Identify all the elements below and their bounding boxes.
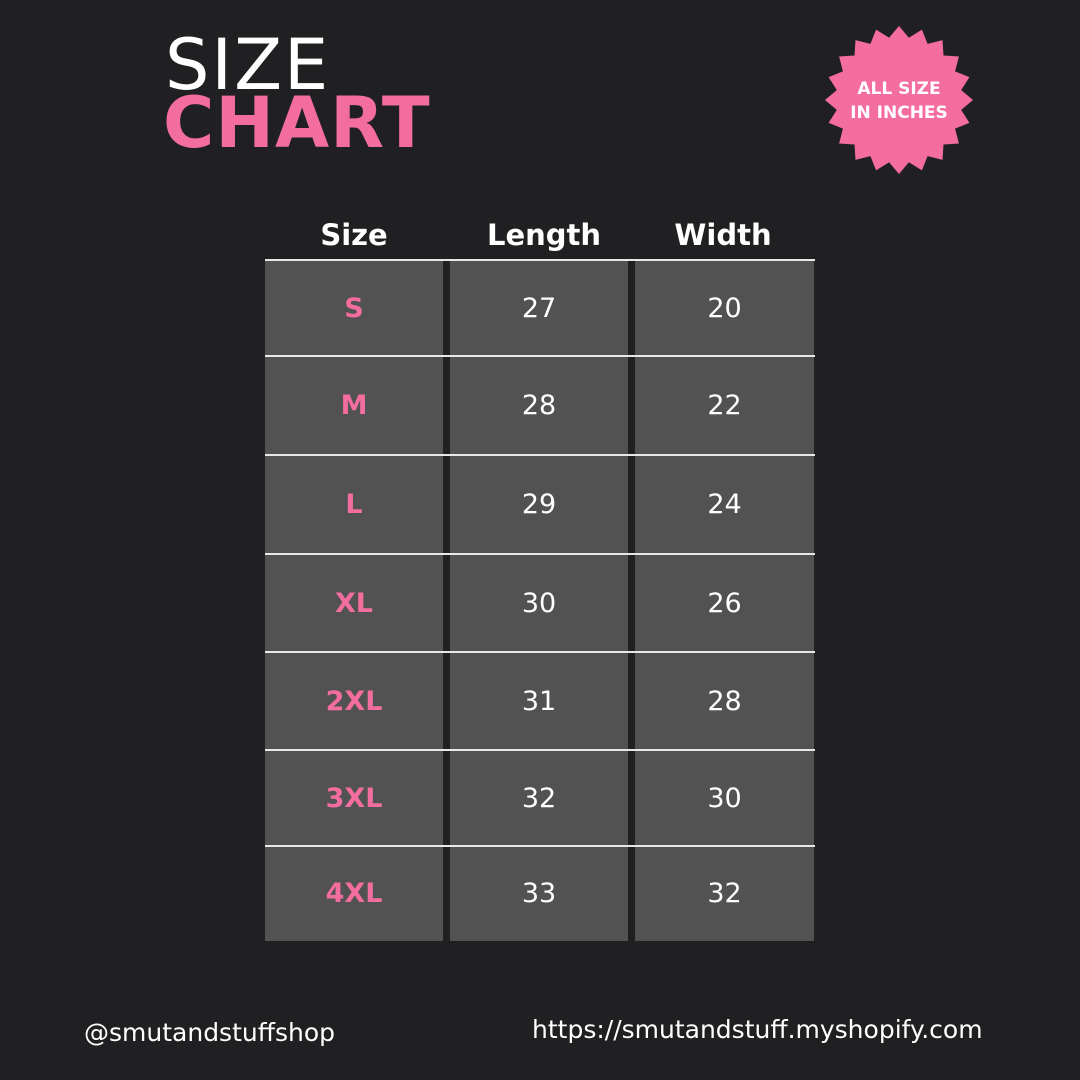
row-divider [265, 553, 815, 555]
cell-length: 29 [450, 455, 628, 554]
row-divider [265, 845, 815, 847]
row-divider [265, 454, 815, 456]
cell-width: 24 [635, 455, 814, 554]
cell-width: 32 [635, 846, 814, 941]
cell-size: L [265, 455, 443, 554]
cell-length: 32 [450, 750, 628, 846]
cell-size: 2XL [265, 652, 443, 750]
starburst-icon [825, 26, 973, 174]
cell-width: 22 [635, 356, 814, 455]
cell-width: 30 [635, 750, 814, 846]
header-size: Size [320, 218, 388, 252]
row-divider [265, 749, 815, 751]
cell-length: 31 [450, 652, 628, 750]
cell-length: 33 [450, 846, 628, 941]
cell-width: 28 [635, 652, 814, 750]
footer-handle: @smutandstuffshop [84, 1018, 335, 1047]
footer-url: https://smutandstuff.myshopify.com [532, 1015, 983, 1044]
cell-size: 4XL [265, 846, 443, 941]
cell-width: 26 [635, 554, 814, 652]
cell-length: 28 [450, 356, 628, 455]
cell-length: 30 [450, 554, 628, 652]
title-line-1: SIZE [165, 24, 331, 106]
badge-line-1: ALL SIZE [857, 79, 941, 99]
inches-badge: ALL SIZE IN INCHES [824, 25, 974, 175]
header-length: Length [486, 218, 602, 252]
cell-size: 3XL [265, 750, 443, 846]
badge-line-2: IN INCHES [850, 103, 948, 123]
cell-width: 20 [635, 260, 814, 356]
row-divider [265, 355, 815, 357]
cell-length: 27 [450, 260, 628, 356]
cell-size: XL [265, 554, 443, 652]
cell-size: M [265, 356, 443, 455]
row-divider [265, 651, 815, 653]
row-divider [265, 259, 815, 261]
title-line-2: CHART [163, 82, 431, 164]
cell-size: S [265, 260, 443, 356]
header-width: Width [674, 218, 772, 252]
